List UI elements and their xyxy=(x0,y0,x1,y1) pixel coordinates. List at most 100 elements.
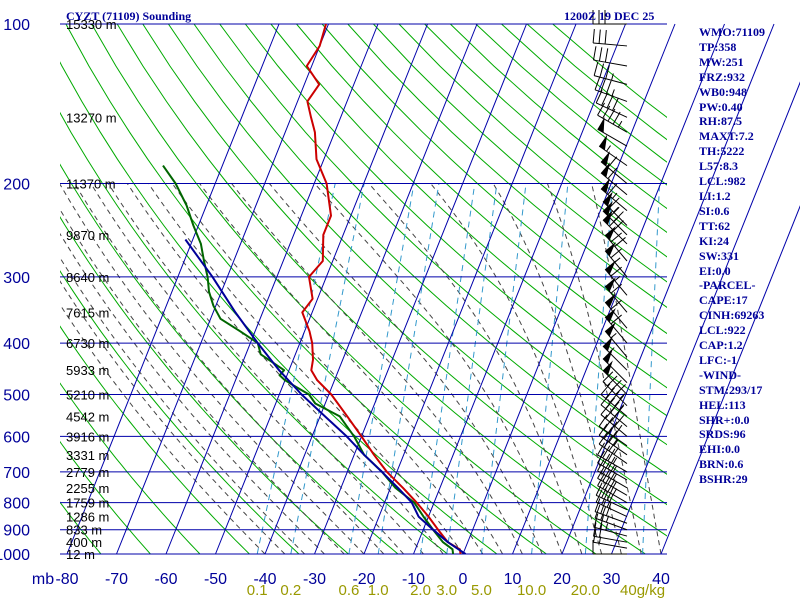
height-label: 7615 m xyxy=(66,305,109,320)
pressure-tick-label: 900 xyxy=(3,523,30,540)
wind-barb-feather xyxy=(593,522,597,537)
temperature-tick-label: -50 xyxy=(204,571,227,588)
wind-barb-pennant xyxy=(602,209,613,225)
wind-barb-half-feather xyxy=(614,257,621,263)
wind-barb-staff xyxy=(597,114,628,133)
sounding-indices-list: WMO:71109 TP:358 MW:251 FRZ:932 WB0:948 PW:0.… xyxy=(699,25,765,487)
wind-barb-half-feather xyxy=(612,465,618,473)
wind-barb-pennant xyxy=(602,191,613,207)
wind-barb-half-feather xyxy=(610,333,617,339)
index-item: PW:0.40 xyxy=(699,99,743,114)
wind-barb xyxy=(593,61,628,85)
wind-barb xyxy=(593,46,628,67)
isotherm-line xyxy=(165,23,379,555)
height-label: 2255 m xyxy=(66,481,109,496)
index-item: LI:1.2 xyxy=(699,188,731,203)
pressure-tick-label: 300 xyxy=(3,270,30,287)
mixing-ratio-label: 0.6 xyxy=(338,582,359,599)
wind-barb-feather xyxy=(605,502,612,516)
grid xyxy=(60,23,800,555)
pressure-tick-label: 600 xyxy=(3,429,30,446)
sounding-traces xyxy=(162,24,467,554)
wind-barb xyxy=(595,482,628,511)
wind-barb xyxy=(604,277,628,313)
wind-barb-feather xyxy=(606,494,614,508)
pressure-tick-label: 1000 xyxy=(0,547,30,564)
wind-barb xyxy=(598,134,628,167)
wind-barb-half-feather xyxy=(606,145,611,152)
isotherm-line xyxy=(462,23,676,555)
dry-adiabat xyxy=(321,24,667,335)
dry-adiabats xyxy=(0,24,667,554)
mixing-ratio-label: 0.2 xyxy=(280,582,301,599)
wind-barb-feather xyxy=(608,421,618,434)
mixing-ratio-label: 2.0 xyxy=(410,582,431,599)
temperature-tick-label: -60 xyxy=(154,571,177,588)
wind-barb-pennant xyxy=(602,348,613,364)
temperature-tick-label: -80 xyxy=(55,571,78,588)
wind-barb-feather xyxy=(609,391,620,403)
index-item: CAP:1.2 xyxy=(699,338,743,353)
dry-adiabat xyxy=(398,24,667,258)
wind-barb-feather xyxy=(597,473,605,486)
pressure-tick-label: 800 xyxy=(3,496,30,513)
wind-barb-feather xyxy=(610,299,622,310)
dry-adiabat xyxy=(142,24,667,537)
height-label: 12 m xyxy=(66,547,95,562)
wind-barb-staff xyxy=(593,541,628,549)
wind-barb-pennant xyxy=(605,260,616,275)
wind-barb xyxy=(604,293,628,329)
axis-labels: 0.1 0.2 0.6 1.0 2.0 3.0 5.0 10.0 20.0 40g/kg -80 -7… xyxy=(0,17,670,599)
wind-barb-half-feather xyxy=(612,192,618,199)
wind-barb-staff xyxy=(604,301,628,329)
mixing-ratio-line xyxy=(584,183,613,554)
moist-adiabat xyxy=(60,303,266,554)
wind-barb-feather xyxy=(610,314,622,325)
height-label: 13270 m xyxy=(66,110,117,125)
wind-barb-feather xyxy=(610,248,622,259)
wind-barb-pennant xyxy=(599,134,608,151)
dry-adiabat xyxy=(0,24,2,554)
wind-barb-feather xyxy=(605,65,610,79)
wind-barb-feather xyxy=(612,97,619,111)
wind-barb-half-feather xyxy=(617,120,623,128)
wind-barb-feather xyxy=(600,506,606,521)
moist-adiabat xyxy=(269,183,543,554)
wind-barb xyxy=(595,489,628,518)
wind-barb xyxy=(598,414,628,447)
height-label: 11370 m xyxy=(66,177,116,192)
wind-barb xyxy=(604,322,628,358)
wind-barb-feather xyxy=(594,498,601,512)
index-item: HEL:113 xyxy=(699,397,746,412)
pressure-tick-label: 500 xyxy=(3,387,30,404)
wind-barb-feather xyxy=(601,484,608,499)
wind-barb-feather xyxy=(605,387,615,399)
isotherm-line xyxy=(561,23,775,555)
mixing-ratio-label: 40g/kg xyxy=(620,582,665,599)
mixing-ratio-label: 10.0 xyxy=(517,582,546,599)
wind-barb-pennant xyxy=(600,178,610,194)
wind-barb-pennant xyxy=(605,293,616,308)
dry-adiabat xyxy=(347,24,667,308)
wind-barb-staff xyxy=(593,535,628,543)
wind-barb-feather xyxy=(598,523,603,538)
index-item: MAXT:7.2 xyxy=(699,129,754,144)
wind-barb-half-feather xyxy=(608,347,615,353)
dry-adiabat xyxy=(373,24,667,283)
index-item: -PARCEL- xyxy=(699,278,756,293)
wind-barb-feather xyxy=(598,414,608,427)
wind-barb-staff xyxy=(597,462,628,481)
wind-barb xyxy=(592,10,627,25)
wind-barb-feather xyxy=(610,283,622,294)
wind-barb-staff xyxy=(604,285,628,313)
wind-barb-staff xyxy=(593,42,628,47)
index-item: BSHR:29 xyxy=(699,472,748,487)
height-label: 5933 m xyxy=(66,363,109,378)
wind-barb-feather xyxy=(606,375,618,387)
dewpoint-trace xyxy=(162,165,455,554)
wind-barb-staff xyxy=(602,210,628,236)
wind-barb-feather xyxy=(613,220,624,231)
wind-barb-half-feather xyxy=(618,404,625,411)
mixing-ratio-line xyxy=(531,183,569,554)
